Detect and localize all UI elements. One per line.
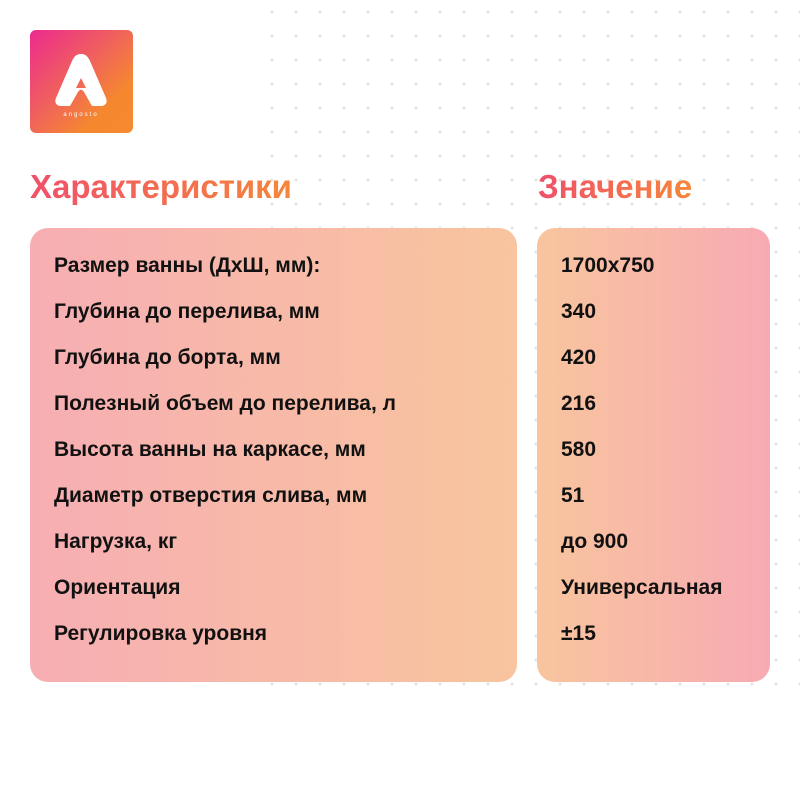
characteristics-heading: Характеристики [30,168,292,205]
value-heading: Значение [538,168,693,205]
characteristic-value: 51 [561,484,585,507]
characteristic-name: Ориентация [54,576,181,599]
characteristic-value: 420 [561,346,597,369]
characteristic-name: Нагрузка, кг [54,530,178,553]
characteristic-name: Глубина до перелива, мм [54,300,320,323]
characteristics-card [30,228,517,682]
characteristic-name: Регулировка уровня [54,622,268,645]
characteristic-value: до 900 [561,530,629,553]
characteristic-name: Полезный объем до перелива, л [54,392,396,415]
characteristic-value: ±15 [561,622,596,645]
characteristic-name: Диаметр отверстия слива, мм [54,484,368,507]
characteristic-name: Высота ванны на каркасе, мм [54,438,366,461]
logo-text: angosto [63,112,98,118]
characteristic-value: Универсальная [561,576,723,599]
characteristic-value: 580 [561,438,597,461]
values-card [537,228,770,682]
characteristic-value: 1700x750 [561,254,655,277]
brand-logo: angosto [30,30,133,133]
characteristic-name: Размер ванны (ДхШ, мм): [54,254,321,277]
characteristic-value: 216 [561,392,597,415]
characteristic-name: Глубина до борта, мм [54,346,281,369]
characteristic-value: 340 [561,300,597,323]
logo-a-icon: angosto [55,54,107,118]
